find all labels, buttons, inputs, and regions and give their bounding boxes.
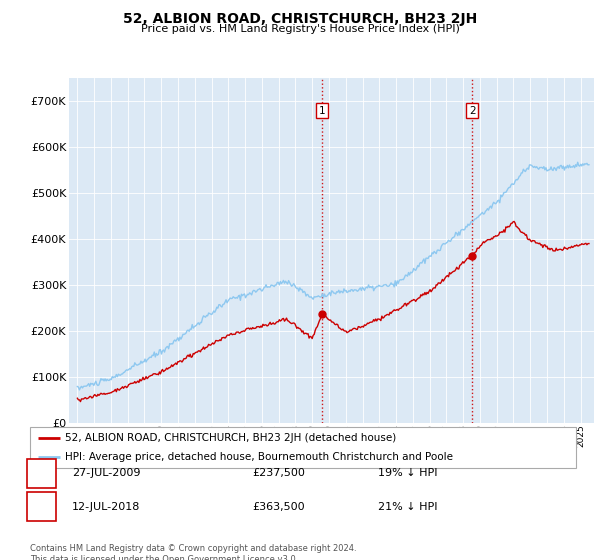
FancyBboxPatch shape	[30, 427, 576, 468]
Text: 52, ALBION ROAD, CHRISTCHURCH, BH23 2JH: 52, ALBION ROAD, CHRISTCHURCH, BH23 2JH	[123, 12, 477, 26]
Text: 21% ↓ HPI: 21% ↓ HPI	[378, 502, 437, 512]
Text: Contains HM Land Registry data © Crown copyright and database right 2024.
This d: Contains HM Land Registry data © Crown c…	[30, 544, 356, 560]
Text: 2: 2	[469, 105, 476, 115]
Text: 52, ALBION ROAD, CHRISTCHURCH, BH23 2JH (detached house): 52, ALBION ROAD, CHRISTCHURCH, BH23 2JH …	[65, 433, 397, 443]
Text: 19% ↓ HPI: 19% ↓ HPI	[378, 468, 437, 478]
Text: 27-JUL-2009: 27-JUL-2009	[72, 468, 140, 478]
Text: Price paid vs. HM Land Registry's House Price Index (HPI): Price paid vs. HM Land Registry's House …	[140, 24, 460, 34]
Text: 2: 2	[37, 500, 46, 514]
Text: 1: 1	[319, 105, 325, 115]
Text: 12-JUL-2018: 12-JUL-2018	[72, 502, 140, 512]
Text: 1: 1	[37, 466, 46, 480]
Text: £363,500: £363,500	[252, 502, 305, 512]
Text: £237,500: £237,500	[252, 468, 305, 478]
Text: HPI: Average price, detached house, Bournemouth Christchurch and Poole: HPI: Average price, detached house, Bour…	[65, 451, 454, 461]
